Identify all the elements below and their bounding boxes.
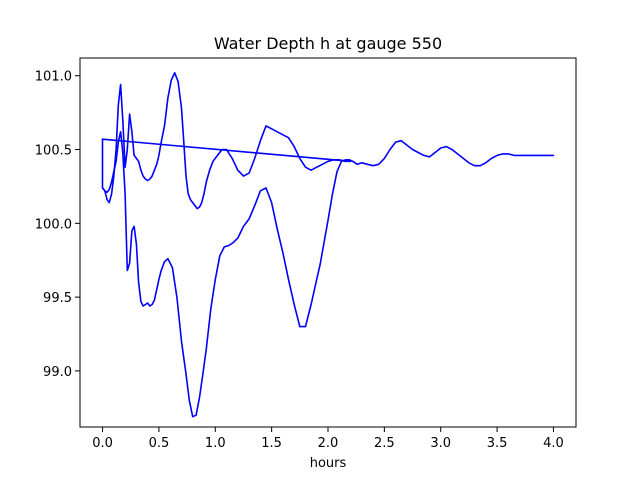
y-axis: 99.0 99.5 100.0 100.5 101.0 [35,70,80,380]
x-tick-label: 1.5 [261,436,282,451]
x-axis: 0.0 0.5 1.0 1.5 2.0 2.5 3.0 3.5 4.0 [92,427,564,451]
y-tick-label: 100.0 [35,217,72,232]
x-tick-label: 2.5 [374,436,395,451]
x-tick-label: 3.5 [487,436,508,451]
x-tick-label: 0.5 [149,436,170,451]
chart-title: Water Depth h at gauge 550 [214,34,442,53]
x-tick-label: 0.0 [92,436,113,451]
x-tick-label: 1.0 [205,436,226,451]
x-tick-label: 2.0 [318,436,339,451]
plot-area [79,57,577,428]
series-line-2 [101,72,352,210]
axes-background [80,58,576,427]
y-tick-label: 99.5 [43,291,72,306]
series-line-3 [101,138,352,163]
y-tick-label: 99.0 [43,365,72,380]
x-axis-label: hours [310,456,347,471]
x-tick-label: 4.0 [543,436,564,451]
series-layer [101,72,555,418]
x-tick-label: 3.0 [430,436,451,451]
series-line-1 [101,131,555,418]
y-tick-label: 101.0 [35,70,72,85]
y-tick-label: 100.5 [35,144,72,159]
